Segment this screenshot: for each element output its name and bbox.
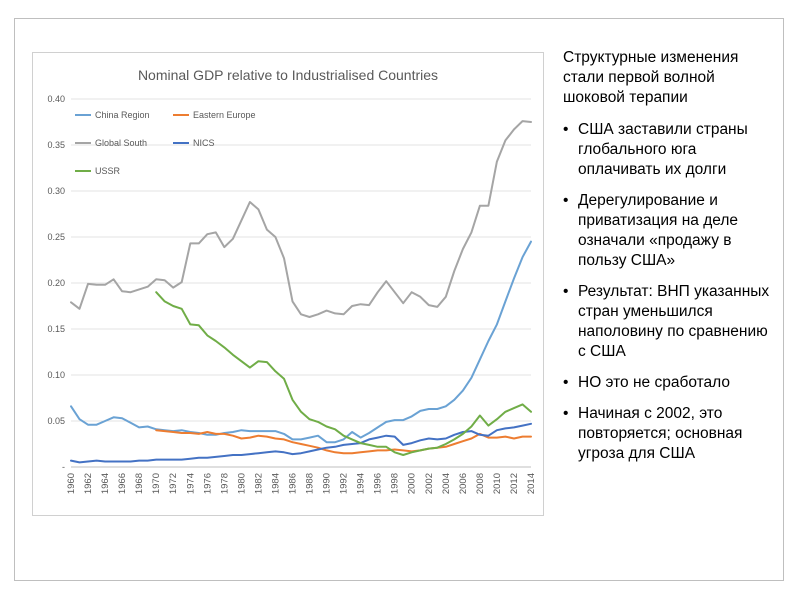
x-axis-ticks: 1960 1962 1964 1966 1968 1970 1972 1974 1976 1978… (66, 473, 537, 494)
y-tick-label: 0.40 (47, 94, 65, 104)
x-tick-label: 1998 (390, 473, 401, 494)
x-tick-label: 1992 (339, 473, 350, 494)
x-tick-label: 2002 (424, 473, 435, 494)
legend-label: China Region (95, 110, 150, 120)
x-tick-label: 2000 (407, 473, 418, 494)
x-tick-label: 1962 (83, 473, 94, 494)
x-tick-label: 2004 (441, 473, 452, 494)
x-tick-label: 1974 (185, 473, 196, 494)
x-tick-label: 1988 (305, 473, 316, 494)
x-tick-label: 2012 (509, 473, 520, 494)
y-tick-label: 0.30 (47, 186, 65, 196)
bullet-item: Дерегулирование и приватизация на деле о… (563, 191, 778, 271)
x-tick-label: 2010 (492, 473, 503, 494)
x-tick-label: 1972 (168, 473, 179, 494)
series-line-eastern-europe (155, 429, 532, 455)
legend-label: Eastern Europe (193, 110, 256, 120)
legend-entry: Eastern Europe (173, 110, 256, 120)
x-tick-label: 1976 (202, 473, 213, 494)
bullet-item: США заставили страны глобального юга опл… (563, 120, 778, 180)
legend: China Region Eastern Europe Global South NI… (75, 110, 256, 176)
legend-entry: USSR (75, 166, 121, 176)
y-tick-label: 0.10 (47, 370, 65, 380)
series-line-global-south (70, 120, 532, 318)
chart-title: Nominal GDP relative to Industrialised C… (138, 67, 438, 83)
x-tick-label: 1984 (270, 473, 281, 494)
x-tick-label: 1964 (100, 473, 111, 494)
x-tick-label: 1982 (253, 473, 264, 494)
x-tick-label: 1980 (236, 473, 247, 494)
bullet-item: НО это не сработало (563, 373, 778, 393)
y-tick-label: 0.35 (47, 140, 65, 150)
legend-label: Global South (95, 138, 147, 148)
legend-label: USSR (95, 166, 121, 176)
y-tick-label: 0.20 (47, 278, 65, 288)
intro-text: Структурные изменения стали первой волно… (563, 49, 739, 106)
legend-entry: Global South (75, 138, 147, 148)
x-tick-label: 1966 (117, 473, 128, 494)
series-lines (70, 120, 532, 464)
x-tick-label: 1990 (322, 473, 333, 494)
x-tick-label: 2006 (458, 473, 469, 494)
bullet-item: Результат: ВНП указанных стран уменьшилс… (563, 282, 778, 362)
x-tick-label: 1970 (151, 473, 162, 494)
slide-frame (14, 18, 784, 581)
legend-entry: NICS (173, 138, 215, 148)
y-tick-label: 0.05 (47, 416, 65, 426)
legend-entry: China Region (75, 110, 150, 120)
series-line-ussr (155, 291, 532, 456)
text-panel: Структурные изменения стали первой волно… (563, 48, 778, 475)
x-tick-label: 1978 (219, 473, 230, 494)
x-tick-label: 1986 (287, 473, 298, 494)
x-tick-label: 1968 (134, 473, 145, 494)
x-tick-label: 1960 (66, 473, 77, 494)
gdp-line-chart: Nominal GDP relative to Industrialised C… (47, 67, 537, 494)
chart-container: Nominal GDP relative to Industrialised C… (32, 52, 544, 516)
x-tick-label: 2014 (526, 473, 537, 494)
y-axis-ticks: - 0.05 0.10 0.15 0.20 0.25 0.30 0.35 0.40 (47, 94, 65, 472)
y-tick-label: - (62, 462, 65, 472)
series-line-nics (70, 422, 532, 464)
x-tick-label: 1994 (356, 473, 367, 494)
gridlines (71, 98, 531, 468)
legend-label: NICS (193, 138, 215, 148)
y-tick-label: 0.15 (47, 324, 65, 334)
x-tick-label: 1996 (373, 473, 384, 494)
bullet-list: США заставили страны глобального юга опл… (563, 120, 778, 464)
x-tick-label: 2008 (475, 473, 486, 494)
series-line-china-region (70, 240, 532, 444)
y-tick-label: 0.25 (47, 232, 65, 242)
bullet-item: Начиная с 2002, это повторяется; основна… (563, 404, 778, 464)
